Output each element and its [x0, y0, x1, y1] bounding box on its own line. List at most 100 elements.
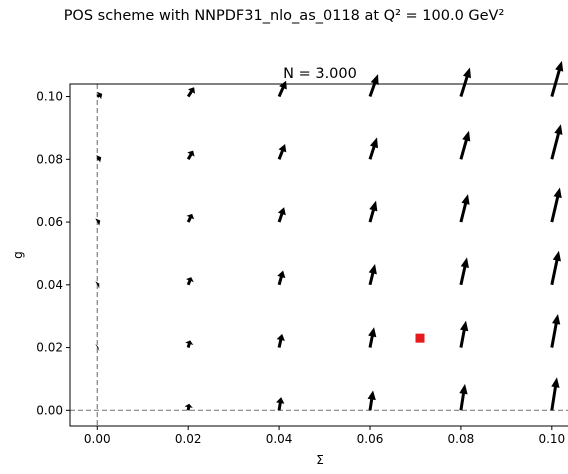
arrow-head [278, 143, 287, 153]
arrow-shaft [186, 279, 192, 286]
fixed-point-marker [415, 333, 425, 343]
quiver-arrow [459, 383, 468, 411]
figure-suptitle: POS scheme with NNPDF31_nlo_as_0118 at Q… [63, 8, 505, 24]
quiver-arrow [459, 320, 469, 348]
quiver-arrow [459, 67, 471, 97]
axes: N = 3.000 0.00 0.02 0.04 0.06 0.08 0.10 0.000… [11, 60, 568, 467]
quiver-arrow [96, 155, 102, 163]
arrow-head [462, 130, 471, 142]
arrow-shaft [186, 406, 191, 411]
arrow-shaft [277, 86, 285, 98]
quiver-arrow [368, 74, 379, 98]
arrow-shaft [186, 216, 192, 223]
arrow-head [277, 270, 286, 279]
quiver-arrow [368, 137, 378, 160]
y-tick-label: 0.10 [36, 90, 63, 104]
arrow-head [551, 377, 560, 388]
arrow-head [187, 150, 195, 157]
arrow-shaft [550, 323, 558, 348]
quiver-arrow [367, 390, 376, 411]
arrow-head [461, 194, 470, 205]
arrow-shaft [550, 259, 559, 286]
arrow-shaft [368, 398, 374, 411]
quiver-arrow [277, 207, 286, 223]
x-tick-label: 0.04 [266, 432, 293, 446]
arrow-shaft [277, 276, 283, 286]
arrow-shaft [550, 133, 560, 160]
arrow-head [95, 218, 101, 226]
quiver-arrow [186, 150, 195, 161]
arrow-shaft [368, 335, 374, 348]
quiver-arrow [368, 263, 377, 286]
x-axis-ticks: 0.00 0.02 0.04 0.06 0.08 0.10 [84, 426, 565, 446]
arrow-shaft [186, 153, 193, 161]
arrow-shaft [368, 272, 375, 286]
arrow-head [95, 281, 100, 289]
arrow-head [460, 320, 469, 332]
arrow-head [369, 200, 378, 212]
arrow-shaft [459, 393, 466, 411]
y-tick-label: 0.08 [36, 152, 63, 166]
arrow-head [370, 74, 379, 85]
quiver-arrow [186, 213, 195, 223]
arrow-head [553, 187, 562, 199]
arrow-head [97, 91, 103, 100]
arrow-head [459, 383, 468, 395]
quiver-arrow [276, 333, 285, 348]
arrow-shaft [277, 149, 284, 160]
arrow-shaft [186, 342, 191, 348]
arrow-head [186, 213, 195, 220]
arrow-head [554, 124, 563, 135]
arrow-shaft [277, 212, 284, 223]
y-axis-ticks: 0.00 0.02 0.04 0.06 0.08 0.10 [36, 90, 70, 417]
quiver-arrow [277, 270, 286, 286]
arrow-shaft [277, 402, 282, 411]
arrow-shaft [459, 76, 469, 97]
quiver-arrow [185, 277, 194, 286]
y-tick-label: 0.00 [36, 403, 63, 417]
quiver-arrow [550, 377, 560, 411]
arrow-head [279, 80, 287, 90]
quiver-arrow [368, 327, 377, 348]
arrow-head [184, 403, 193, 408]
quiver-arrow [459, 130, 471, 160]
x-tick-label: 0.02 [175, 432, 202, 446]
arrow-shaft [186, 90, 193, 98]
arrow-shaft [368, 145, 376, 160]
quiver-arrow [550, 187, 562, 223]
quiver-arrow [550, 124, 563, 160]
plot-frame [69, 83, 568, 427]
arrow-shaft [550, 69, 561, 97]
quiver-arrow [186, 87, 195, 98]
x-tick-label: 0.06 [357, 432, 384, 446]
arrow-head [277, 207, 286, 216]
arrow-shaft [550, 196, 560, 223]
quiver-arrow [95, 343, 100, 352]
arrow-head [95, 343, 100, 352]
quiver-arrow [459, 194, 470, 223]
arrow-head [368, 327, 377, 338]
x-tick-label: 0.08 [448, 432, 475, 446]
arrow-shaft [459, 202, 468, 223]
arrow-head [185, 340, 194, 345]
quiver-arrow [550, 314, 561, 348]
quiver-arrow [185, 340, 194, 348]
arrow-head [367, 390, 376, 401]
y-tick-label: 0.02 [36, 341, 63, 355]
arrow-head [185, 277, 194, 283]
arrow-shaft [550, 386, 557, 411]
arrow-head [551, 314, 561, 325]
arrow-shaft [368, 82, 377, 98]
x-tick-label: 0.10 [538, 432, 565, 446]
x-axis-label: Σ [316, 453, 324, 467]
arrow-shaft [368, 209, 375, 223]
arrow-head [276, 333, 285, 341]
quiver-arrow [550, 60, 564, 97]
arrow-head [555, 60, 564, 72]
quiver-arrow [550, 250, 561, 286]
y-axis-label: g [11, 251, 25, 259]
arrow-head [369, 137, 378, 149]
arrow-shaft [277, 339, 283, 348]
